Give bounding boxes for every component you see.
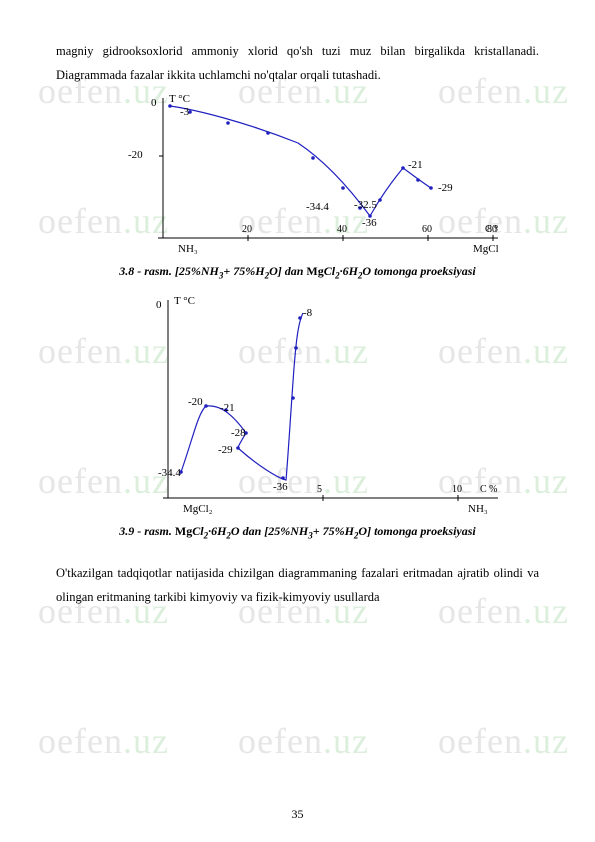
figure-3-8: 0T °C20406080C %NH₃MgCl₂-3-20-21-29-32.5… (56, 88, 539, 258)
page-number: 35 (0, 807, 595, 822)
paragraph-top: magniy gidrooksoxlorid ammoniy xlorid qo… (56, 40, 539, 88)
paragraph-bottom: O'tkazilgan tadqiqotlar natijasida chizi… (56, 562, 539, 610)
svg-text:10: 10 (452, 484, 462, 495)
svg-text:-21: -21 (408, 159, 423, 171)
svg-text:-34.4: -34.4 (158, 467, 181, 479)
svg-text:-36: -36 (273, 481, 288, 493)
svg-text:40: 40 (337, 224, 347, 235)
svg-text:-28: -28 (231, 427, 246, 439)
svg-text:5: 5 (317, 484, 322, 495)
svg-text:-20: -20 (128, 149, 143, 161)
caption-3-9: 3.9 - rasm. MgCl2·6H2O dan [25%NH3+ 75%H… (56, 524, 539, 540)
svg-text:NH₃: NH₃ (178, 243, 198, 255)
svg-text:0: 0 (151, 97, 157, 109)
svg-text:0: 0 (156, 299, 162, 311)
svg-text:60: 60 (422, 224, 432, 235)
chart-3-9-svg: 0 T °C 5 10 C % MgCl₂ NH₃ -8 -20 -21 -28 -29 -34.4 -3… (98, 288, 498, 518)
svg-text:-32.5: -32.5 (354, 199, 377, 211)
svg-text:-29: -29 (218, 444, 233, 456)
svg-text:NH₃: NH₃ (468, 503, 488, 515)
svg-text:C %: C % (480, 484, 498, 495)
svg-text:MgCl₂: MgCl₂ (473, 243, 498, 255)
svg-text:C %: C % (485, 224, 498, 235)
figure-3-9: 0 T °C 5 10 C % MgCl₂ NH₃ -8 -20 -21 -28 -29 -34.4 -3… (56, 288, 539, 518)
svg-text:-36: -36 (362, 217, 377, 229)
chart-3-8-svg: 0T °C20406080C %NH₃MgCl₂-3-20-21-29-32.5… (98, 88, 498, 258)
svg-text:-3: -3 (180, 106, 190, 118)
page-content: magniy gidrooksoxlorid ammoniy xlorid qo… (0, 0, 595, 640)
svg-text:T °C: T °C (169, 93, 190, 105)
svg-text:-34.4: -34.4 (306, 201, 329, 213)
svg-text:-8: -8 (303, 307, 313, 319)
svg-text:MgCl₂: MgCl₂ (183, 503, 213, 515)
svg-text:-20: -20 (188, 396, 203, 408)
svg-text:T °C: T °C (174, 295, 195, 307)
svg-text:-29: -29 (438, 182, 453, 194)
caption-3-8: 3.8 - rasm. [25%NH3+ 75%H2O] dan MgCl2·6… (56, 264, 539, 280)
svg-text:20: 20 (242, 224, 252, 235)
svg-text:-21: -21 (220, 402, 235, 414)
